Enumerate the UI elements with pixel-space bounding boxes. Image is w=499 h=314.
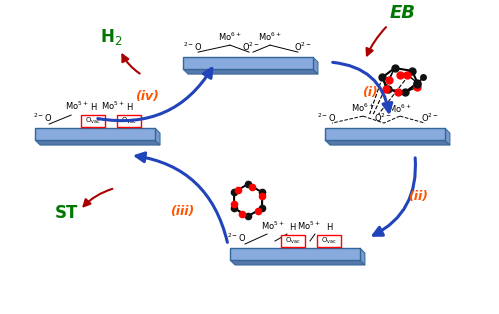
Text: (i): (i)	[362, 86, 378, 99]
Polygon shape	[325, 140, 450, 145]
Text: H: H	[126, 103, 132, 112]
FancyBboxPatch shape	[281, 235, 305, 247]
FancyBboxPatch shape	[183, 57, 313, 69]
Text: EB: EB	[390, 4, 416, 22]
FancyBboxPatch shape	[317, 235, 341, 247]
Polygon shape	[155, 128, 160, 145]
Text: Mo$^{6+}$: Mo$^{6+}$	[218, 31, 242, 43]
Text: Mo$^{5+}$: Mo$^{5+}$	[261, 219, 285, 232]
FancyArrowPatch shape	[333, 62, 392, 112]
FancyArrowPatch shape	[136, 153, 228, 242]
FancyArrowPatch shape	[373, 158, 416, 235]
FancyArrowPatch shape	[83, 189, 112, 206]
Text: O$^{2-}$: O$^{2-}$	[374, 112, 392, 124]
Text: $^{2-}$O: $^{2-}$O	[33, 112, 53, 124]
Text: (ii): (ii)	[408, 190, 428, 203]
Text: H: H	[289, 223, 295, 232]
Polygon shape	[445, 128, 450, 145]
Polygon shape	[360, 248, 365, 265]
Text: (iv): (iv)	[135, 90, 159, 103]
FancyBboxPatch shape	[117, 115, 141, 127]
Text: ST: ST	[55, 204, 78, 222]
FancyArrowPatch shape	[98, 68, 212, 121]
Text: O$_{\rm vac}$: O$_{\rm vac}$	[321, 236, 337, 246]
FancyBboxPatch shape	[35, 128, 155, 140]
Text: Mo$^{6+}$: Mo$^{6+}$	[351, 102, 375, 114]
Text: Mo$^{5+}$: Mo$^{5+}$	[101, 100, 125, 112]
Text: O$^{2-}$: O$^{2-}$	[421, 112, 439, 124]
Text: O$^{2-}$: O$^{2-}$	[242, 41, 260, 53]
Text: Mo$^{6+}$: Mo$^{6+}$	[258, 31, 282, 43]
Text: Mo$^{5+}$: Mo$^{5+}$	[297, 219, 321, 232]
Text: $^{2-}$O: $^{2-}$O	[228, 232, 247, 244]
Text: O$^{2-}$: O$^{2-}$	[294, 41, 312, 53]
Text: H: H	[326, 223, 332, 232]
FancyBboxPatch shape	[230, 248, 360, 260]
Text: $^{2-}$O: $^{2-}$O	[183, 41, 203, 53]
Text: O$_{\rm vac}$: O$_{\rm vac}$	[285, 236, 301, 246]
Text: Mo$^{6+}$: Mo$^{6+}$	[388, 103, 412, 115]
FancyBboxPatch shape	[81, 115, 105, 127]
Text: H: H	[90, 103, 96, 112]
FancyBboxPatch shape	[325, 128, 445, 140]
Text: O$_{\rm vac}$: O$_{\rm vac}$	[121, 116, 137, 126]
Text: (iii): (iii)	[170, 205, 194, 218]
Text: $^{2-}$O: $^{2-}$O	[317, 112, 337, 124]
Polygon shape	[313, 57, 318, 74]
FancyArrowPatch shape	[122, 55, 140, 73]
Text: H$_2$: H$_2$	[100, 27, 122, 47]
Polygon shape	[230, 260, 365, 265]
Text: Mo$^{5+}$: Mo$^{5+}$	[65, 100, 89, 112]
FancyArrowPatch shape	[367, 27, 386, 55]
Polygon shape	[35, 140, 160, 145]
Polygon shape	[183, 69, 318, 74]
Text: O$_{\rm vac}$: O$_{\rm vac}$	[85, 116, 101, 126]
